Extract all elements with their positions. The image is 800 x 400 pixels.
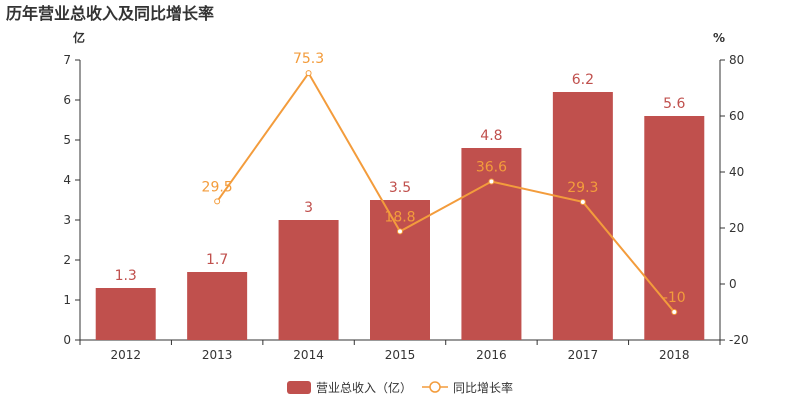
line-series bbox=[214, 70, 678, 315]
right-tick-label: 40 bbox=[729, 165, 744, 179]
legend-bar-label: 营业总收入（亿） bbox=[316, 380, 412, 395]
x-tick-label: 2016 bbox=[476, 348, 507, 362]
x-tick-label: 2012 bbox=[110, 348, 141, 362]
bar-2014[interactable] bbox=[278, 220, 339, 340]
left-tick-label: 0 bbox=[63, 333, 71, 347]
bar-2013[interactable] bbox=[187, 272, 248, 340]
left-tick-label: 7 bbox=[63, 53, 71, 67]
right-tick-label: 80 bbox=[729, 53, 744, 67]
left-tick-label: 4 bbox=[63, 173, 71, 187]
data-labels: 1.3 1.7 3 3.5 4.8 6.2 5.6 29.5 75.3 18.8 36.6 29.3 -… bbox=[115, 51, 686, 306]
right-tick-label: 0 bbox=[729, 277, 737, 291]
bar-2012[interactable] bbox=[95, 288, 156, 340]
bar-2015[interactable] bbox=[370, 200, 430, 340]
axes: 0 1 2 3 4 5 6 7 -20 0 20 40 60 80 2012 2013 2014 2015 2016… bbox=[63, 53, 748, 362]
growth-value-label: 29.5 bbox=[202, 179, 233, 195]
left-tick-label: 5 bbox=[63, 133, 71, 147]
legend-line-label: 同比增长率 bbox=[453, 380, 513, 395]
bar-value-label: 4.8 bbox=[480, 128, 502, 144]
right-tick-label: 60 bbox=[729, 109, 744, 123]
legend-bar-swatch bbox=[287, 381, 311, 394]
right-tick-label: -20 bbox=[729, 333, 749, 347]
growth-value-label: 75.3 bbox=[293, 51, 324, 67]
chart-title: 历年营业总收入及同比增长率 bbox=[6, 4, 214, 23]
x-tick-label: 2018 bbox=[659, 348, 690, 362]
growth-point-2013[interactable] bbox=[214, 198, 221, 205]
x-tick-label: 2013 bbox=[202, 348, 233, 362]
growth-value-label: 18.8 bbox=[384, 209, 415, 225]
right-tick-label: 20 bbox=[729, 221, 744, 235]
growth-value-label: -10 bbox=[663, 290, 686, 306]
growth-point-2015[interactable] bbox=[397, 228, 403, 235]
left-tick-label: 1 bbox=[63, 293, 71, 307]
bar-value-label: 3 bbox=[304, 200, 313, 216]
bar-value-label: 3.5 bbox=[389, 180, 411, 196]
right-axis-unit: % bbox=[713, 31, 725, 45]
left-tick-label: 2 bbox=[63, 253, 71, 267]
bar-2017[interactable] bbox=[552, 92, 613, 340]
bar-value-label: 6.2 bbox=[572, 72, 594, 88]
bar-value-label: 1.7 bbox=[206, 252, 228, 268]
x-tick-label: 2015 bbox=[385, 348, 416, 362]
growth-point-2018[interactable] bbox=[671, 309, 678, 315]
bar-value-label: 1.3 bbox=[115, 268, 137, 284]
growth-point-2016[interactable] bbox=[488, 178, 495, 185]
legend[interactable]: 营业总收入（亿） 同比增长率 bbox=[287, 380, 513, 395]
legend-line-marker bbox=[429, 381, 441, 393]
left-tick-label: 3 bbox=[63, 213, 71, 227]
growth-point-2017[interactable] bbox=[579, 198, 586, 205]
bar-value-label: 5.6 bbox=[663, 96, 685, 112]
bar-2016[interactable] bbox=[461, 148, 522, 340]
x-tick-label: 2014 bbox=[293, 348, 324, 362]
left-axis-unit: 亿 bbox=[73, 30, 85, 45]
left-tick-label: 6 bbox=[63, 93, 71, 107]
growth-value-label: 36.6 bbox=[476, 160, 507, 176]
x-tick-label: 2017 bbox=[568, 348, 599, 362]
growth-rate-line bbox=[216, 71, 676, 313]
growth-value-label: 29.3 bbox=[567, 180, 598, 196]
growth-point-2014[interactable] bbox=[305, 70, 312, 77]
bar-2018[interactable] bbox=[644, 116, 705, 340]
